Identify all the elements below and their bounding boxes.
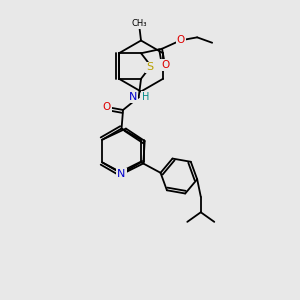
Text: N: N [129,92,137,102]
Text: S: S [146,62,153,73]
Text: H: H [142,92,149,102]
Text: O: O [161,60,169,70]
Text: O: O [176,35,185,45]
Text: N: N [117,169,126,178]
Text: CH₃: CH₃ [132,19,147,28]
Text: O: O [102,102,111,112]
